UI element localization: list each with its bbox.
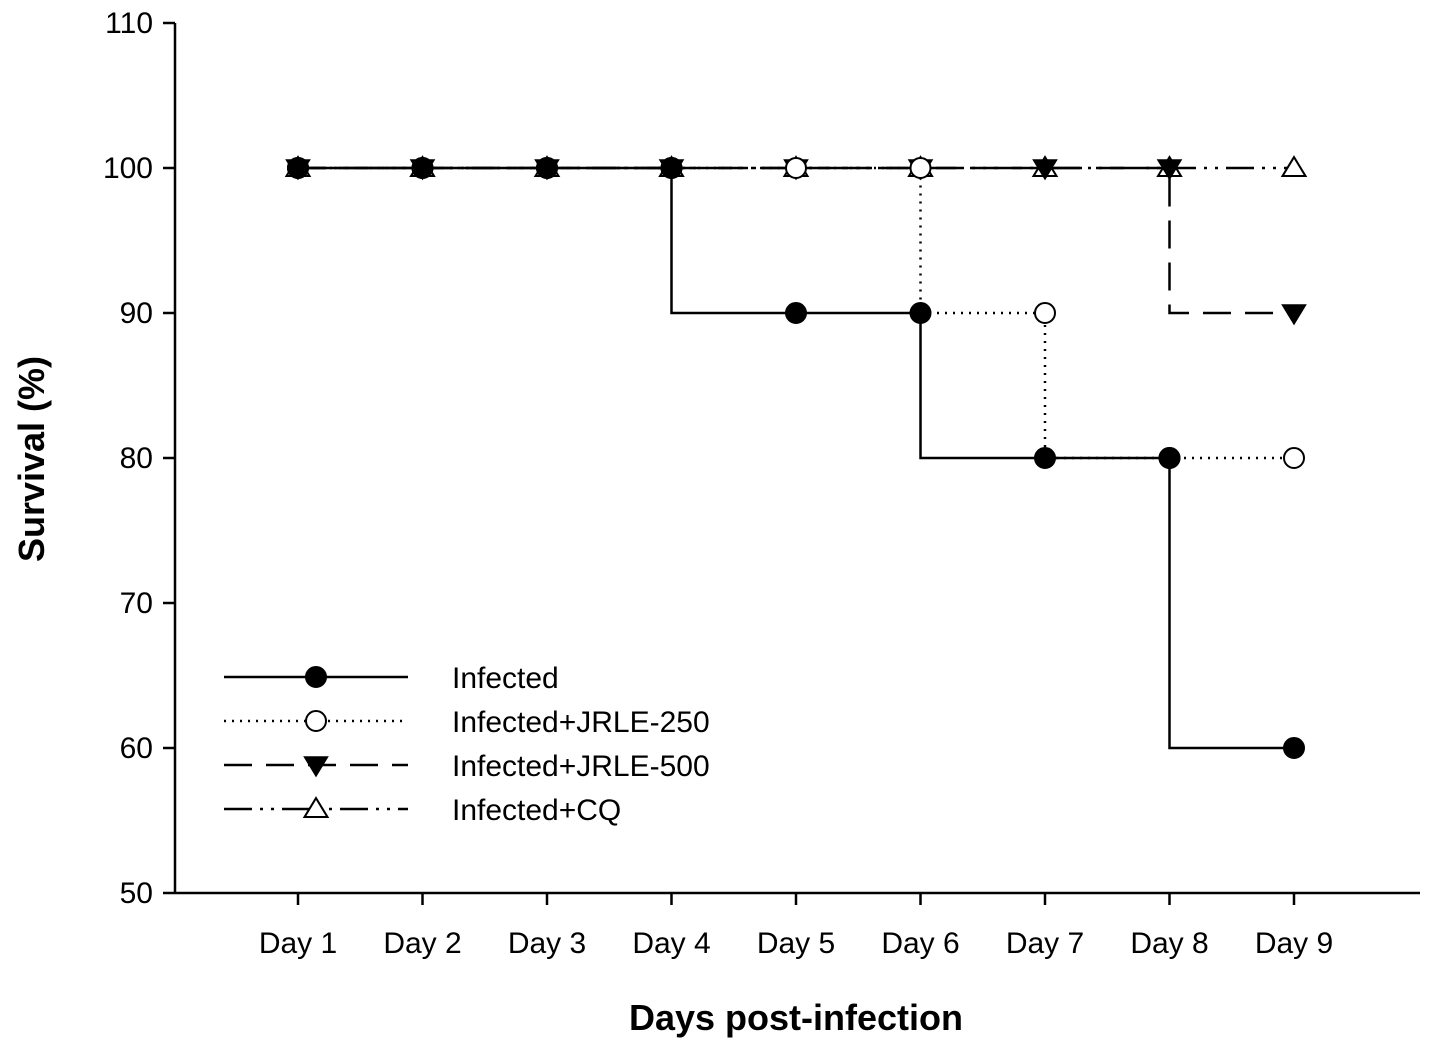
series-layer (284, 155, 1308, 759)
x-axis-title: Days post-infection (629, 997, 963, 1038)
data-point (1034, 302, 1056, 324)
y-tick-label: 70 (120, 587, 153, 620)
y-tick-label: 50 (120, 877, 153, 910)
legend-entry-infected-cq: Infected+CQ (224, 794, 621, 827)
series-markers-infected-jrle-500 (285, 159, 1307, 326)
data-point (909, 157, 932, 179)
data-point (1283, 737, 1305, 759)
legend-marker (305, 666, 327, 688)
y-tick-label: 90 (120, 297, 153, 330)
data-point (1156, 159, 1183, 181)
x-tick-label: Day 2 (383, 927, 461, 960)
y-tick-label: 80 (120, 442, 153, 475)
data-point (1032, 159, 1058, 181)
legend: Infected Infected+JRLE-250 Infected+JRLE-5… (224, 662, 710, 827)
y-tick-label: 100 (103, 152, 153, 185)
x-tick-label: Day 9 (1255, 927, 1333, 960)
x-tick-label: Day 6 (881, 927, 959, 960)
data-point (785, 302, 807, 324)
axes: 50 60 70 80 90 100 110 Day 1 Day 2 Day 3 Day 4 Day … (103, 7, 1420, 960)
data-point (1283, 447, 1305, 469)
legend-marker (303, 756, 329, 778)
legend-label: Infected+JRLE-500 (452, 750, 710, 783)
legend-label: Infected (452, 662, 559, 695)
series-line (298, 166, 1294, 315)
data-point (536, 157, 558, 179)
x-tick-label: Day 1 (259, 927, 337, 960)
data-point (1034, 447, 1056, 469)
series-infected-jrle-500 (298, 166, 1294, 315)
data-point (785, 157, 807, 179)
legend-label: Infected+CQ (452, 794, 621, 827)
legend-marker (302, 796, 330, 819)
data-point (909, 302, 932, 324)
data-point (1158, 447, 1181, 469)
legend-marker (305, 710, 327, 732)
legend-entry-infected-jrle-500: Infected+JRLE-500 (224, 750, 710, 783)
x-tick-label: Day 7 (1006, 927, 1084, 960)
data-point (1280, 155, 1308, 178)
x-tick-label: Day 3 (508, 927, 586, 960)
y-tick-label: 60 (120, 732, 153, 765)
y-axis-title: Survival (%) (11, 356, 52, 562)
data-point (287, 157, 309, 179)
series-markers-infected (287, 157, 1305, 759)
x-tick-label: Day 8 (1130, 927, 1208, 960)
legend-entry-infected-jrle-250: Infected+JRLE-250 (224, 706, 710, 739)
y-tick-label: 110 (105, 7, 153, 40)
legend-label: Infected+JRLE-250 (452, 706, 710, 739)
x-tick-label: Day 5 (757, 927, 835, 960)
data-point (660, 157, 683, 179)
data-point (411, 157, 434, 179)
x-tick-label: Day 4 (632, 927, 710, 960)
legend-entry-infected: Infected (224, 662, 559, 695)
data-point (1281, 304, 1307, 326)
